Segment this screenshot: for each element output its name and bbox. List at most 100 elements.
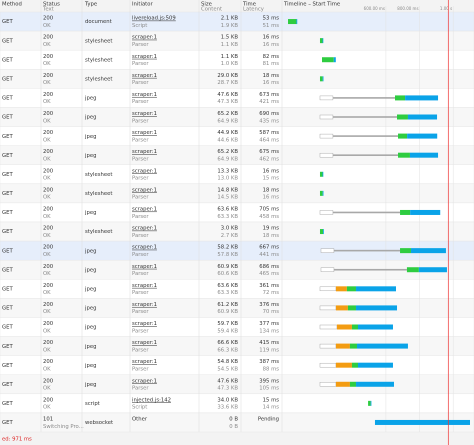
header-time-sub: Latency [243,7,264,13]
timeline-segment [355,305,398,311]
cell-content: 64.9 KB [217,118,238,124]
cell-initiator-sub: Parser [132,386,149,392]
cell-content: 66.3 KB [217,347,238,353]
cell-text: OK [43,367,51,373]
timeline-segment [336,324,352,330]
tick-label: 800.00 ms [397,6,418,11]
cell-status: 200 [43,283,54,289]
cell-type: websocket [85,420,113,426]
cell-method: GET [2,77,13,83]
timeline-segment [351,362,358,368]
timeline-segment [418,267,447,273]
cell-initiator-sub: Parser [132,271,149,277]
cell-size: 66.6 KB [217,340,238,346]
cell-text: OK [43,176,51,182]
cell-method: GET [2,363,13,369]
cell-type: jpeg [84,134,96,140]
cell-latency: 81 ms [263,61,280,67]
timeline-segment [346,286,356,292]
timeline-segment [356,343,408,349]
cell-initiator: livereload.js:509 [132,16,176,22]
cell-initiator-sub: Parser [132,233,149,239]
cell-type: jpeg [84,210,96,216]
cell-initiator: scraper:1 [132,35,157,41]
cell-initiator-sub: Parser [132,195,149,201]
cell-content: 54.5 KB [217,367,238,373]
timeline-segment [319,152,334,158]
cell-latency: 70 ms [263,309,280,315]
cell-time: 395 ms [259,378,279,384]
cell-time: 686 ms [259,264,279,270]
cell-text: OK [43,80,51,86]
tick-label: 600.00 ms [364,6,385,11]
cell-initiator: scraper:1 [132,168,157,174]
cell-latency: 119 ms [259,347,279,353]
cell-status: 200 [43,226,54,232]
cell-method: GET [2,401,13,407]
timeline-segment [332,154,399,156]
cell-status: 200 [43,168,54,174]
cell-type: jpeg [84,382,96,388]
cell-text: OK [43,23,51,29]
timeline-segment [319,190,323,196]
cell-status: 200 [43,92,54,98]
cell-size: 0 B [229,417,238,423]
timeline-segment [355,286,396,292]
cell-type: stylesheet [85,77,112,83]
cell-initiator: scraper:1 [132,149,157,155]
cell-latency: 88 ms [263,367,280,373]
cell-size: 58.2 KB [217,245,238,251]
timeline-segment [333,268,407,271]
cell-size: 63.6 KB [217,207,238,213]
timeline-segment [370,400,372,406]
row-bg [0,412,474,433]
cell-method: GET [2,153,13,159]
cell-time: 53 ms [263,16,280,22]
header-timeline: Timeline – Start Time [283,2,340,8]
cell-latency: 458 ms [259,214,279,220]
cell-content: 13.0 KB [217,176,238,182]
timeline-segment [409,152,439,158]
cell-type: jpeg [84,96,96,102]
timeline-segment [319,133,334,139]
cell-type: stylesheet [85,172,112,178]
cell-type: jpeg [84,115,96,121]
cell-time: 361 ms [259,283,279,289]
cell-size: 1.5 KB [221,35,239,41]
cell-initiator: scraper:1 [132,245,157,251]
cell-text: OK [43,347,51,353]
footer-status: ed: 971 ms [2,437,32,443]
cell-status: 200 [43,302,54,308]
cell-method: GET [2,229,13,235]
cell-size: 13.3 KB [217,168,238,174]
cell-initiator: scraper:1 [132,111,157,117]
timeline-segment [319,324,338,330]
cell-content: 59.4 KB [217,328,238,334]
cell-content: 64.9 KB [217,157,238,163]
cell-type: stylesheet [85,191,112,197]
timeline-segment [320,267,335,272]
cell-text: OK [43,99,51,105]
timeline-segment [320,248,335,253]
header-size: Size [201,2,212,8]
cell-initiator: injected.js:142 [132,397,171,403]
cell-status: 200 [43,35,54,41]
cell-content: 44.6 KB [217,137,238,143]
cell-size: 29.0 KB [217,73,238,79]
cell-latency: 134 ms [259,328,279,334]
cell-initiator-sub: Parser [132,176,149,182]
cell-size: 47.6 KB [217,92,238,98]
cell-initiator: scraper:1 [132,207,157,213]
cell-initiator: scraper:1 [132,226,157,232]
cell-size: 63.6 KB [217,283,238,289]
cell-type: jpeg [84,153,96,159]
timeline-segment [333,57,336,63]
timeline-segment [288,19,297,25]
cell-method: GET [2,19,13,25]
cell-method: GET [2,38,13,44]
timeline-segment [355,381,394,387]
cell-time: 376 ms [259,302,279,308]
timeline-segment [322,190,324,196]
footer-bg [0,432,474,445]
timeline-segment [332,116,398,118]
